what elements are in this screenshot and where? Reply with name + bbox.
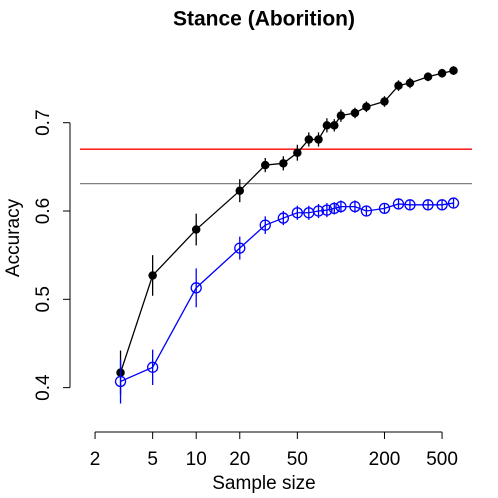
data-point [322,121,332,130]
x-tick-label: 500 [426,449,458,470]
data-point [114,375,127,388]
data-point [423,72,433,82]
data-point [404,199,416,211]
x-tick-label: 200 [369,449,401,470]
data-point [314,135,323,144]
x-axis-label: Sample size [212,473,316,494]
y-tick-label: 0.7 [33,109,54,135]
data-point [328,202,340,215]
y-tick-label: 0.4 [33,374,54,401]
y-axis-label: Accuracy [3,198,24,277]
data-point [447,197,460,209]
data-point [277,212,289,224]
data-point [437,68,447,78]
data-point [261,160,270,170]
data-point [259,219,271,231]
x-tick-label: 50 [287,449,308,470]
data-point [330,121,339,130]
x-tick-label: 10 [186,449,207,470]
data-point [360,205,373,217]
data-point [392,198,405,210]
data-point [436,199,448,211]
data-point [405,78,415,88]
data-point [279,159,288,168]
data-point [291,207,304,219]
data-point [380,97,389,106]
y-tick-label: 0.6 [33,198,54,224]
data-point [235,186,245,195]
y-tick-label: 0.5 [33,286,54,312]
data-point [146,361,159,373]
data-point [449,66,458,75]
chart-title: Stance (Aborition) [173,8,355,31]
data-point [191,225,201,234]
data-point [234,242,246,254]
data-point [190,282,202,294]
data-point [335,200,347,213]
data-point [394,81,403,90]
data-point [312,205,325,217]
data-point [350,108,360,118]
data-point [349,200,361,213]
data-point [321,204,333,216]
data-point [148,271,157,280]
data-point [304,135,314,144]
data-point [362,102,371,112]
data-point [293,148,302,157]
x-tick-label: 20 [229,449,250,470]
data-point [422,199,434,211]
data-point [336,111,346,120]
series-line [120,202,454,383]
x-tick-label: 5 [147,449,158,470]
x-tick-label: 2 [90,449,101,470]
data-point [378,202,391,215]
